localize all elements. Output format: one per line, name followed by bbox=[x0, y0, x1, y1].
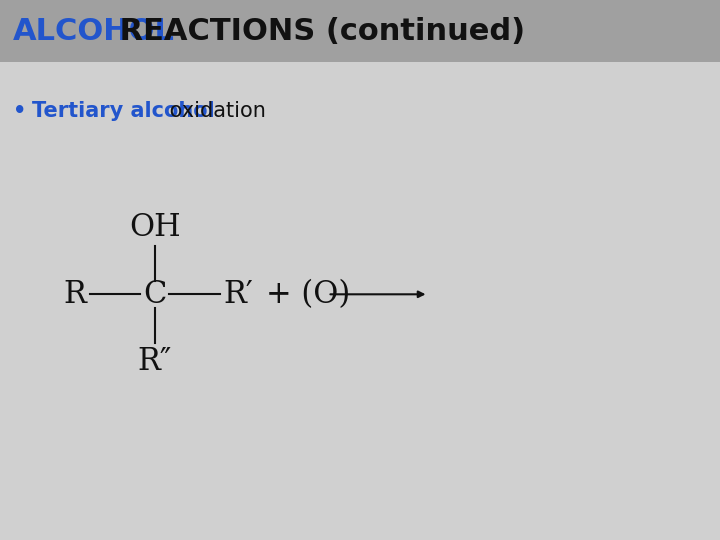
Text: R′: R′ bbox=[223, 279, 253, 310]
Text: oxidation: oxidation bbox=[163, 100, 266, 121]
Text: R: R bbox=[63, 279, 86, 310]
Text: Tertiary alcohol: Tertiary alcohol bbox=[32, 100, 215, 121]
Text: OH: OH bbox=[129, 212, 181, 243]
Text: REACTIONS (continued): REACTIONS (continued) bbox=[109, 17, 526, 45]
Text: + (O): + (O) bbox=[266, 279, 351, 310]
Text: •: • bbox=[13, 100, 27, 121]
Text: C: C bbox=[143, 279, 166, 310]
Text: ALCOHOL: ALCOHOL bbox=[13, 17, 175, 45]
Text: R″: R″ bbox=[138, 346, 172, 376]
